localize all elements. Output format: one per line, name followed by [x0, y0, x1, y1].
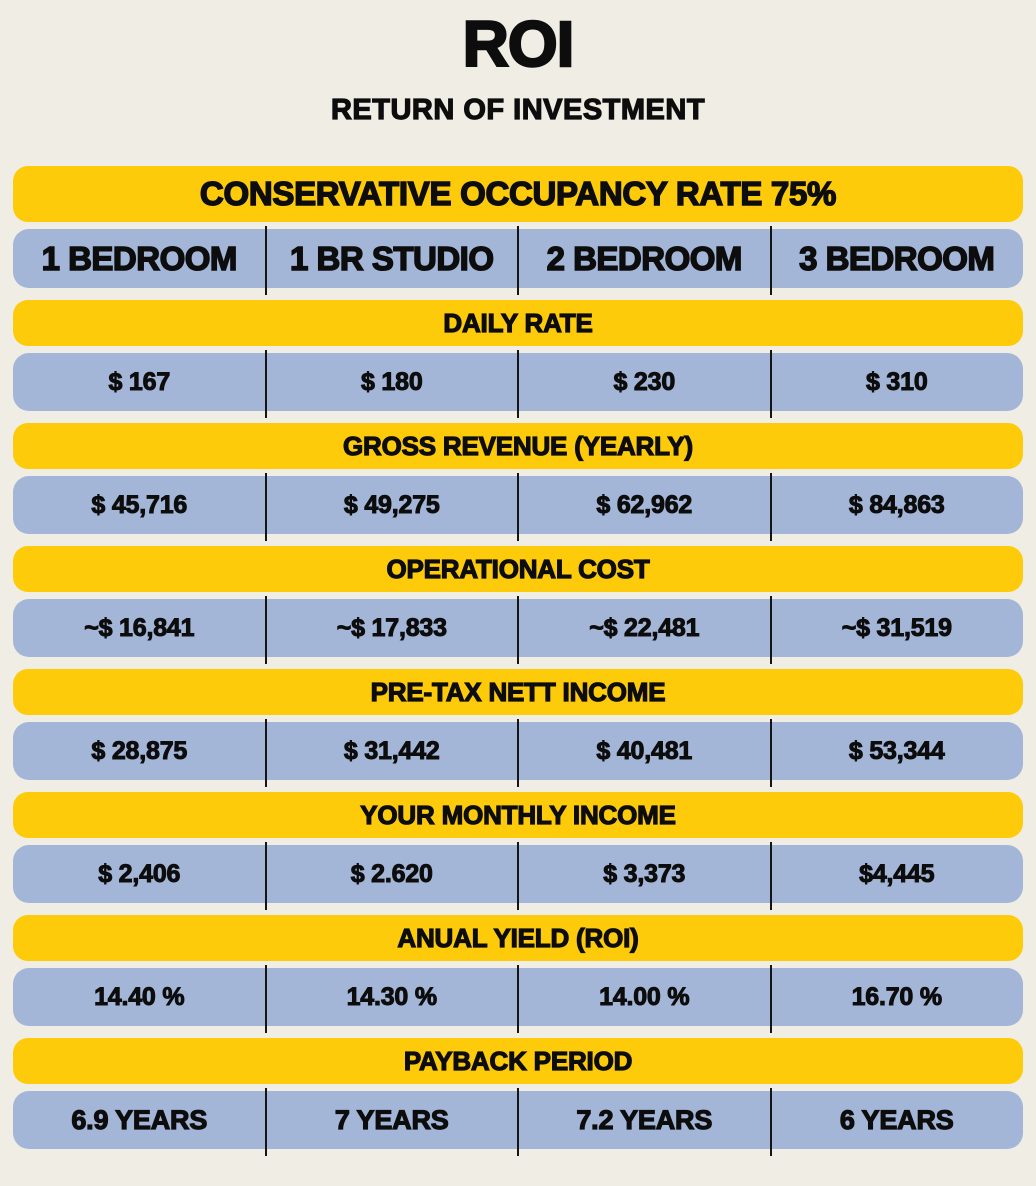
- section-banner-payback-period: PAYBACK PERIOD: [13, 1038, 1023, 1084]
- cell-payback-period-2-bedroom: 7.2 YEARS: [518, 1088, 771, 1156]
- column-header-row: 1 BEDROOM 1 BR STUDIO 2 BEDROOM 3 BEDROO…: [13, 226, 1023, 295]
- column-header-1-br-studio: 1 BR STUDIO: [266, 226, 519, 295]
- row-pre-tax-nett-income: $ 28,875 $ 31,442 $ 40,481 $ 53,344: [13, 719, 1023, 787]
- cell-pre-tax-nett-income-1-bedroom: $ 28,875: [13, 719, 266, 787]
- section-banner-daily-rate: DAILY RATE: [13, 300, 1023, 346]
- cell-operational-cost-1-br-studio: ~$ 17,833: [266, 596, 519, 664]
- section-banner-operational-cost-label: OPERATIONAL COST: [386, 553, 650, 584]
- cell-gross-revenue-2-bedroom: $ 62,962: [518, 473, 771, 541]
- row-operational-cost: ~$ 16,841 ~$ 17,833 ~$ 22,481 ~$ 31,519: [13, 596, 1023, 664]
- cell-monthly-income-2-bedroom: $ 3,373: [518, 842, 771, 910]
- cell-monthly-income-1-bedroom: $ 2,406: [13, 842, 266, 910]
- cell-payback-period-1-br-studio: 7 YEARS: [266, 1088, 519, 1156]
- section-banner-monthly-income: YOUR MONTHLY INCOME: [13, 792, 1023, 838]
- cell-anual-yield-1-bedroom: 14.40 %: [13, 965, 266, 1033]
- section-banner-pre-tax-nett-income: PRE-TAX NETT INCOME: [13, 669, 1023, 715]
- roi-table: CONSERVATIVE OCCUPANCY RATE 75% 1 BEDROO…: [13, 166, 1023, 1156]
- section-banner-monthly-income-label: YOUR MONTHLY INCOME: [360, 799, 677, 830]
- row-anual-yield: 14.40 % 14.30 % 14.00 % 16.70 %: [13, 965, 1023, 1033]
- cell-gross-revenue-1-br-studio: $ 49,275: [266, 473, 519, 541]
- cell-operational-cost-2-bedroom: ~$ 22,481: [518, 596, 771, 664]
- cell-payback-period-1-bedroom: 6.9 YEARS: [13, 1088, 266, 1156]
- row-monthly-income: $ 2,406 $ 2.620 $ 3,373 $4,445: [13, 842, 1023, 910]
- occupancy-rate-banner-label: CONSERVATIVE OCCUPANCY RATE 75%: [199, 174, 837, 213]
- cell-daily-rate-1-br-studio: $ 180: [266, 350, 519, 418]
- cell-pre-tax-nett-income-1-br-studio: $ 31,442: [266, 719, 519, 787]
- section-banner-pre-tax-nett-income-label: PRE-TAX NETT INCOME: [370, 676, 666, 707]
- cell-pre-tax-nett-income-3-bedroom: $ 53,344: [848, 736, 945, 765]
- cell-monthly-income-3-bedroom: $4,445: [859, 859, 935, 888]
- column-header-2-bedroom: 2 BEDROOM: [518, 226, 771, 295]
- cell-anual-yield-3-bedroom: 16.70 %: [851, 982, 943, 1011]
- cell-anual-yield-1-br-studio: 14.30 %: [266, 965, 519, 1033]
- cell-pre-tax-nett-income-2-bedroom: $ 40,481: [518, 719, 771, 787]
- page-title: ROI: [461, 8, 575, 80]
- section-banner-daily-rate-label: DAILY RATE: [443, 307, 594, 338]
- section-banner-gross-revenue-label: GROSS REVENUE (YEARLY): [342, 430, 694, 461]
- cell-payback-period-3-bedroom: 6 YEARS: [839, 1104, 954, 1135]
- column-header-1-bedroom: 1 BEDROOM: [13, 226, 266, 295]
- page-subtitle: RETURN OF INVESTMENT: [330, 93, 706, 126]
- section-banner-payback-period-label: PAYBACK PERIOD: [403, 1045, 633, 1076]
- cell-operational-cost-1-bedroom: ~$ 16,841: [13, 596, 266, 664]
- section-banner-anual-yield: ANUAL YIELD (ROI): [13, 915, 1023, 961]
- section-banner-anual-yield-label: ANUAL YIELD (ROI): [397, 922, 640, 953]
- occupancy-rate-banner: CONSERVATIVE OCCUPANCY RATE 75%: [13, 166, 1023, 222]
- cell-gross-revenue-1-bedroom: $ 45,716: [13, 473, 266, 541]
- section-banner-operational-cost: OPERATIONAL COST: [13, 546, 1023, 592]
- cell-daily-rate-1-bedroom: $ 167: [13, 350, 266, 418]
- cell-gross-revenue-3-bedroom: $ 84,863: [848, 490, 945, 519]
- row-gross-revenue: $ 45,716 $ 49,275 $ 62,962 $ 84,863: [13, 473, 1023, 541]
- column-header-3-bedroom: 3 BEDROOM: [798, 239, 995, 278]
- page-header: ROI RETURN OF INVESTMENT: [0, 0, 1036, 166]
- cell-monthly-income-1-br-studio: $ 2.620: [266, 842, 519, 910]
- row-daily-rate: $ 167 $ 180 $ 230 $ 310: [13, 350, 1023, 418]
- row-payback-period: 6.9 YEARS 7 YEARS 7.2 YEARS 6 YEARS: [13, 1088, 1023, 1156]
- cell-daily-rate-3-bedroom: $ 310: [865, 367, 928, 396]
- cell-anual-yield-2-bedroom: 14.00 %: [518, 965, 771, 1033]
- cell-operational-cost-3-bedroom: ~$ 31,519: [841, 613, 952, 642]
- section-banner-gross-revenue: GROSS REVENUE (YEARLY): [13, 423, 1023, 469]
- cell-daily-rate-2-bedroom: $ 230: [518, 350, 771, 418]
